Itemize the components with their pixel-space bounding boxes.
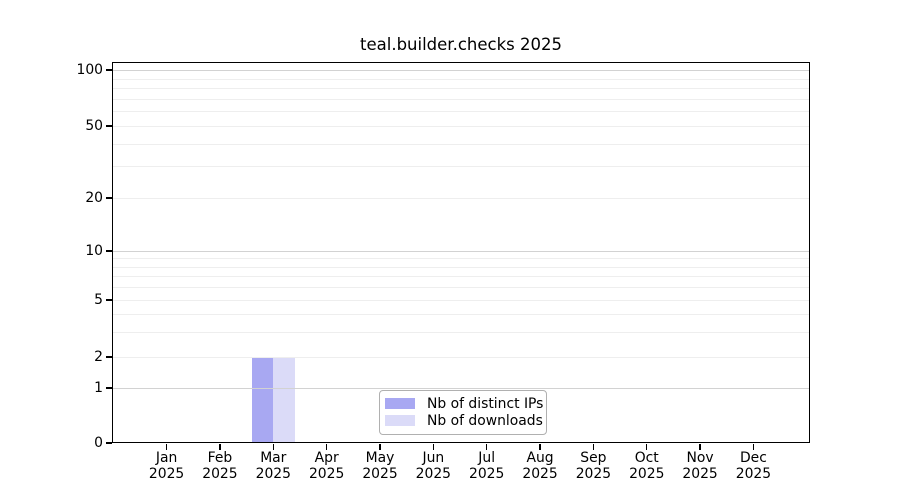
legend-swatch-distinct-ips-icon (385, 398, 415, 409)
x-tick-label: Mar 2025 (233, 450, 313, 482)
x-tick-year: 2025 (735, 465, 772, 482)
gridline-50 (112, 126, 810, 127)
x-tick-mark (592, 444, 595, 450)
x-tick-mark (486, 444, 488, 450)
bar-distinct-ips (251, 357, 274, 443)
gridline-100 (112, 70, 810, 71)
legend-label-downloads: Nb of downloads (427, 412, 543, 429)
x-tick-label: Jan 2025 (127, 450, 207, 482)
x-tick-month: Jun (422, 450, 445, 466)
x-tick-mark (432, 444, 434, 450)
bar-downloads (273, 357, 295, 443)
y-tick-mark (106, 356, 112, 358)
y-tick-mark (106, 125, 112, 127)
gridline-minor (112, 313, 810, 315)
gridline-minor (112, 287, 810, 289)
x-tick-year: 2025 (469, 465, 505, 482)
x-tick-month: Jul (478, 450, 496, 466)
axes-spine (112, 62, 810, 443)
gridline-minor (112, 276, 810, 278)
legend-swatch-downloads-icon (385, 415, 415, 426)
x-tick-mark (326, 444, 328, 450)
y-tick-label: 50 (85, 118, 103, 134)
x-tick-month: Oct (634, 450, 659, 466)
legend: Nb of distinct IPs Nb of downloads (379, 390, 547, 435)
legend-item: Nb of downloads (385, 413, 543, 429)
x-tick-month: Nov (686, 450, 714, 466)
x-tick-mark (379, 444, 381, 450)
x-tick-year: 2025 (415, 465, 452, 482)
gridline-10 (112, 251, 810, 252)
x-tick-month: Jan (155, 450, 178, 466)
gridline-minor (112, 78, 810, 80)
y-tick-label: 1 (94, 380, 103, 396)
x-tick-month: Mar (260, 450, 287, 466)
x-tick-mark (539, 444, 541, 450)
x-tick-mark (219, 444, 221, 450)
x-tick-month: Feb (207, 450, 233, 466)
gridline-minor (112, 258, 810, 260)
y-tick-mark (106, 197, 112, 199)
x-tick-year: 2025 (202, 465, 238, 482)
y-tick-mark (106, 69, 112, 71)
x-tick-label: May 2025 (340, 450, 420, 482)
gridline-20 (112, 198, 810, 199)
x-tick-mark (646, 444, 648, 450)
gridline-minor (112, 331, 810, 333)
y-tick-label: 5 (94, 292, 103, 308)
y-tick-mark (106, 387, 112, 389)
x-tick-year: 2025 (362, 465, 398, 482)
x-tick-year: 2025 (148, 465, 185, 482)
x-tick-label: Feb 2025 (180, 450, 260, 482)
gridline-minor (112, 166, 810, 168)
y-tick-mark (106, 442, 112, 444)
y-tick-label: 10 (85, 243, 103, 259)
x-tick-year: 2025 (575, 465, 612, 482)
x-tick-year: 2025 (255, 465, 291, 482)
x-tick-label: Aug 2025 (500, 450, 580, 482)
x-tick-label: Sep 2025 (553, 450, 633, 482)
x-tick-month: May (365, 450, 395, 466)
gridline-minor (112, 266, 810, 268)
x-tick-mark (272, 444, 274, 450)
x-tick-label: Jun 2025 (393, 450, 473, 482)
x-tick-year: 2025 (682, 465, 718, 482)
x-tick-mark (699, 444, 701, 450)
x-tick-month: Aug (526, 450, 554, 466)
gridline-minor (112, 111, 810, 113)
x-tick-label: Jul 2025 (447, 450, 527, 482)
gridline-minor (112, 98, 810, 100)
x-tick-label: Nov 2025 (660, 450, 740, 482)
x-tick-year: 2025 (308, 465, 345, 482)
x-tick-year: 2025 (629, 465, 665, 482)
x-tick-mark (752, 444, 755, 450)
x-tick-month: Sep (580, 450, 607, 466)
x-tick-label: Oct 2025 (607, 450, 687, 482)
chart-title: teal.builder.checks 2025 (360, 35, 562, 54)
x-tick-year: 2025 (522, 465, 558, 482)
y-tick-label: 2 (94, 349, 103, 365)
plot-area (112, 62, 810, 443)
gridline-1 (112, 388, 810, 389)
y-tick-mark (106, 250, 112, 252)
legend-item: Nb of distinct IPs (385, 396, 543, 412)
x-tick-mark (165, 444, 168, 450)
x-tick-month: Dec (739, 450, 767, 466)
x-tick-label: Apr 2025 (287, 450, 367, 482)
x-tick-label: Dec 2025 (713, 450, 793, 482)
gridline-2 (112, 357, 810, 358)
y-tick-mark (106, 299, 112, 301)
y-tick-label: 100 (76, 62, 103, 78)
gridline-minor (112, 88, 810, 90)
y-tick-label: 20 (85, 190, 103, 206)
legend-label-distinct-ips: Nb of distinct IPs (427, 395, 544, 412)
gridline-minor (112, 143, 810, 145)
gridline-5 (112, 300, 810, 301)
x-tick-month: Apr (314, 450, 339, 466)
y-tick-label: 0 (94, 435, 103, 451)
